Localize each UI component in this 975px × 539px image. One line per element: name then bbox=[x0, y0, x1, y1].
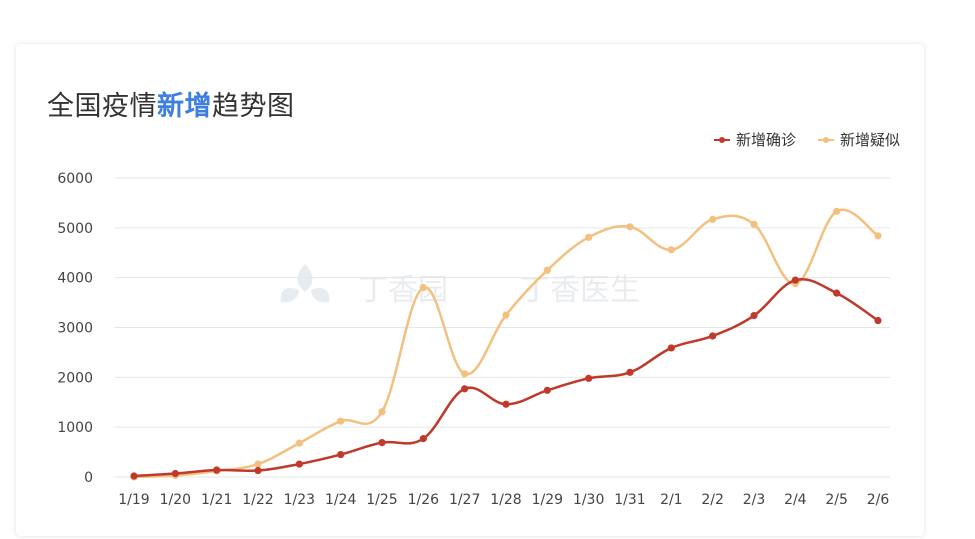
data-point-confirmed[interactable] bbox=[337, 450, 345, 459]
x-tick-label: 1/26 bbox=[408, 492, 440, 508]
data-point-confirmed[interactable] bbox=[130, 472, 138, 480]
data-point-suspected[interactable] bbox=[295, 439, 303, 447]
legend-label-suspected: 新增疑似 bbox=[839, 131, 900, 149]
y-tick-label: 0 bbox=[84, 470, 93, 486]
x-tick-label: 1/23 bbox=[284, 492, 315, 508]
watermark-logo-icon bbox=[280, 264, 330, 303]
x-axis: 1/19 1/20 1/21 1/22 1/23 1/24 1/25 1/26 1/27 1/28… bbox=[118, 492, 889, 508]
data-point-confirmed[interactable] bbox=[585, 374, 593, 382]
chart-title-suffix: 趋势图 bbox=[212, 91, 295, 122]
x-tick-label: 1/24 bbox=[325, 492, 357, 508]
x-tick-label: 1/19 bbox=[118, 492, 149, 508]
series-suspected bbox=[130, 207, 882, 481]
y-axis: 0 1000 2000 3000 4000 5000 6000 bbox=[57, 171, 93, 486]
y-tick-label: 3000 bbox=[57, 321, 93, 337]
x-tick-label: 2/3 bbox=[743, 492, 766, 508]
data-point-confirmed[interactable] bbox=[543, 386, 551, 394]
series-confirmed bbox=[130, 276, 882, 480]
x-tick-label: 1/27 bbox=[449, 492, 480, 508]
data-point-confirmed[interactable] bbox=[295, 460, 303, 468]
chart-title: 全国疫情新增趋势图 bbox=[47, 84, 295, 123]
data-point-suspected[interactable] bbox=[254, 460, 262, 468]
watermark: 丁香园 丁香医生 bbox=[280, 264, 640, 308]
data-point-suspected[interactable] bbox=[585, 233, 593, 241]
chart-card bbox=[16, 44, 924, 536]
x-tick-label: 1/29 bbox=[532, 492, 563, 508]
data-point-confirmed[interactable] bbox=[378, 439, 386, 447]
x-tick-label: 1/22 bbox=[242, 492, 273, 508]
data-point-confirmed[interactable] bbox=[254, 466, 262, 475]
data-point-suspected[interactable] bbox=[750, 220, 758, 228]
data-point-suspected[interactable] bbox=[667, 246, 675, 254]
legend-swatch-confirmed bbox=[713, 136, 730, 143]
data-point-suspected[interactable] bbox=[337, 417, 345, 425]
data-point-confirmed[interactable] bbox=[419, 435, 427, 443]
legend-item-suspected[interactable]: 新增疑似 bbox=[817, 129, 900, 150]
data-point-suspected[interactable] bbox=[419, 284, 427, 292]
data-point-suspected[interactable] bbox=[833, 207, 841, 215]
grid bbox=[115, 177, 890, 478]
data-point-confirmed[interactable] bbox=[833, 289, 841, 297]
data-point-suspected[interactable] bbox=[626, 223, 634, 231]
x-tick-label: 2/5 bbox=[825, 492, 848, 508]
legend-label-confirmed: 新增确诊 bbox=[735, 131, 796, 149]
data-point-suspected[interactable] bbox=[543, 266, 551, 274]
data-point-confirmed[interactable] bbox=[709, 332, 717, 340]
x-tick-label: 1/30 bbox=[573, 492, 604, 508]
data-point-suspected[interactable] bbox=[874, 232, 882, 240]
data-point-confirmed[interactable] bbox=[213, 466, 221, 474]
chart-title-highlight: 新增 bbox=[157, 91, 212, 122]
data-point-suspected[interactable] bbox=[378, 408, 386, 416]
x-tick-label: 1/28 bbox=[490, 492, 521, 508]
data-point-suspected[interactable] bbox=[461, 370, 469, 378]
x-tick-label: 1/25 bbox=[366, 492, 397, 508]
x-tick-label: 1/21 bbox=[201, 492, 232, 508]
series-line-suspected bbox=[132, 208, 880, 479]
y-tick-label: 5000 bbox=[57, 221, 93, 237]
y-tick-label: 2000 bbox=[57, 370, 93, 386]
y-tick-label: 1000 bbox=[57, 420, 93, 436]
y-tick-label: 4000 bbox=[57, 271, 93, 287]
legend-swatch-suspected bbox=[817, 136, 834, 143]
y-tick-label: 6000 bbox=[57, 171, 93, 187]
data-point-confirmed[interactable] bbox=[750, 311, 758, 320]
data-point-confirmed[interactable] bbox=[791, 276, 799, 284]
data-point-confirmed[interactable] bbox=[171, 469, 179, 478]
series-layer bbox=[130, 207, 882, 481]
legend-item-confirmed[interactable]: 新增确诊 bbox=[713, 129, 796, 150]
data-point-confirmed[interactable] bbox=[667, 344, 675, 352]
data-point-suspected[interactable] bbox=[709, 215, 717, 223]
x-tick-label: 2/6 bbox=[867, 492, 890, 508]
chart-legend: 新增确诊 新增疑似 bbox=[713, 129, 900, 150]
data-point-suspected[interactable] bbox=[502, 311, 510, 319]
x-tick-label: 1/31 bbox=[614, 492, 645, 508]
data-point-confirmed[interactable] bbox=[461, 385, 469, 393]
x-tick-label: 1/20 bbox=[160, 492, 191, 508]
chart-title-prefix: 全国疫情 bbox=[47, 91, 157, 122]
data-point-confirmed[interactable] bbox=[502, 400, 510, 408]
x-tick-label: 2/4 bbox=[784, 492, 807, 508]
data-point-confirmed[interactable] bbox=[874, 316, 882, 325]
x-tick-label: 2/1 bbox=[660, 492, 683, 508]
data-point-confirmed[interactable] bbox=[626, 368, 634, 376]
watermark-left-text: 丁香园 bbox=[358, 273, 448, 308]
x-tick-label: 2/2 bbox=[701, 492, 724, 508]
